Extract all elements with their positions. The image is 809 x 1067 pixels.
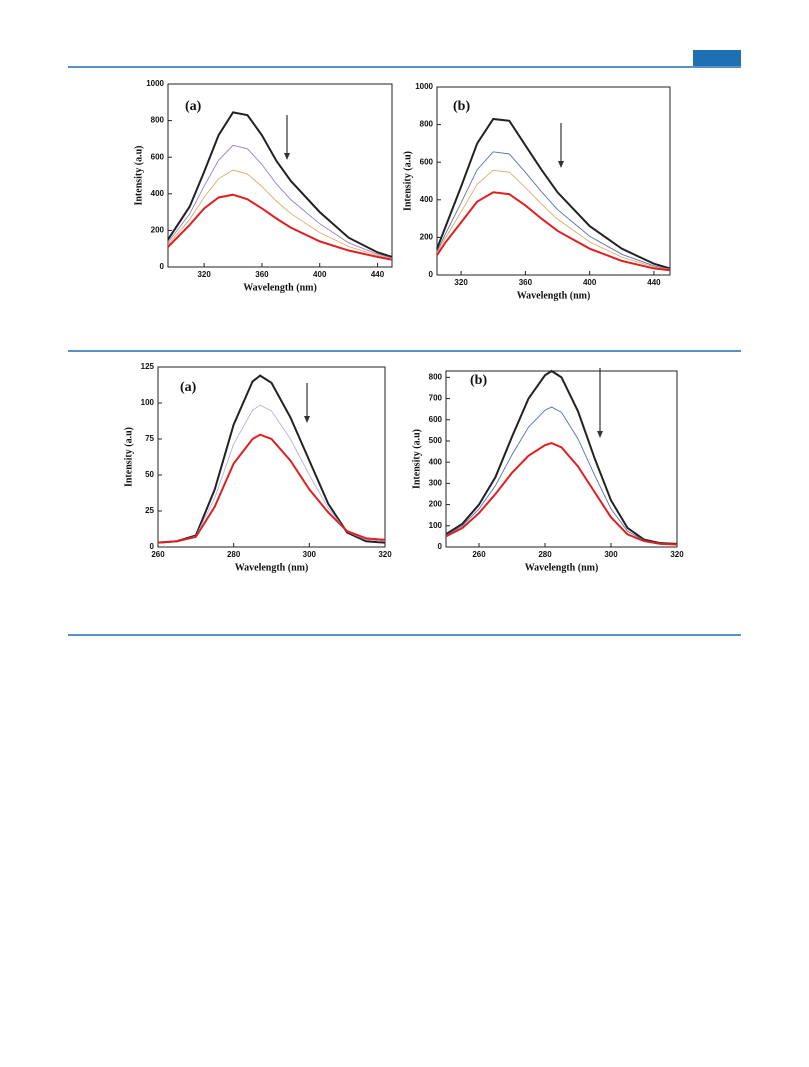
y-tick-label: 600 [429, 415, 443, 424]
panel-label: (b) [470, 373, 487, 388]
x-axis-title: Wavelength (nm) [525, 562, 599, 573]
y-tick-label: 100 [429, 521, 443, 530]
spectrum-line [167, 193, 393, 261]
y-tick-label: 800 [420, 120, 434, 129]
y-axis-title: Intensity (a.u) [123, 427, 134, 487]
y-tick-label: 400 [420, 195, 434, 204]
spectrum-line [167, 111, 393, 258]
y-tick-label: 125 [141, 362, 155, 371]
x-tick-label: 260 [151, 550, 165, 559]
x-tick-label: 360 [255, 270, 269, 279]
x-tick-label: 320 [378, 550, 392, 559]
arrow-head [558, 161, 564, 168]
plot-frame [157, 366, 386, 548]
y-tick-label: 800 [429, 372, 443, 381]
x-tick-label: 320 [670, 550, 684, 559]
x-axis-title: Wavelength (nm) [243, 282, 317, 293]
spectrum-line [157, 433, 386, 544]
y-tick-label: 800 [151, 116, 165, 125]
y-tick-label: 600 [151, 152, 165, 161]
panel-label: (a) [180, 380, 197, 395]
y-axis-title: Intensity (a.u) [133, 145, 144, 205]
y-tick-label: 400 [429, 457, 443, 466]
y-tick-label: 200 [420, 233, 434, 242]
spectrum-line [157, 404, 386, 544]
x-tick-label: 320 [454, 278, 468, 287]
spectrum-line [445, 369, 678, 545]
y-axis-title: Intensity (a.u) [402, 151, 413, 211]
arrow-head [597, 431, 603, 438]
x-axis-title: Wavelength (nm) [235, 562, 309, 573]
header-badge [693, 50, 741, 66]
y-tick-label: 0 [160, 262, 165, 271]
spectrum-line [167, 169, 393, 260]
y-tick-label: 0 [438, 542, 443, 551]
y-tick-label: 200 [151, 226, 165, 235]
plot-frame [436, 86, 671, 276]
plot-frame [167, 83, 393, 268]
x-tick-label: 440 [647, 278, 661, 287]
y-tick-label: 200 [429, 500, 443, 509]
spectrum-line [167, 144, 393, 259]
y-tick-label: 700 [429, 394, 443, 403]
y-tick-label: 1000 [415, 82, 433, 91]
y-axis-title: Intensity (a.u) [411, 429, 422, 489]
x-tick-label: 400 [313, 270, 327, 279]
x-tick-label: 260 [472, 550, 486, 559]
y-tick-label: 50 [145, 470, 154, 479]
x-tick-label: 300 [604, 550, 618, 559]
y-tick-label: 500 [429, 436, 443, 445]
plot-frame [445, 370, 678, 548]
y-tick-label: 600 [420, 157, 434, 166]
y-tick-label: 75 [145, 434, 154, 443]
x-tick-label: 320 [197, 270, 211, 279]
x-tick-label: 400 [583, 278, 597, 287]
spectrum-line [436, 151, 671, 270]
spectrum-line [436, 117, 671, 270]
x-axis-title: Wavelength (nm) [517, 290, 591, 301]
panel-label: (b) [453, 99, 470, 114]
x-tick-label: 280 [227, 550, 241, 559]
spectrum-line [436, 191, 671, 272]
panel-label: (a) [185, 99, 202, 114]
y-tick-label: 300 [429, 478, 443, 487]
y-tick-label: 100 [141, 398, 155, 407]
spectrum-line [445, 406, 678, 545]
arrow-head [304, 416, 310, 423]
y-tick-label: 400 [151, 189, 165, 198]
spectrum-line [436, 169, 671, 270]
y-tick-label: 25 [145, 506, 154, 515]
x-tick-label: 360 [519, 278, 533, 287]
arrow-head [284, 153, 290, 160]
y-tick-label: 0 [429, 270, 434, 279]
spectrum-line [445, 442, 678, 546]
x-tick-label: 280 [538, 550, 552, 559]
x-tick-label: 440 [371, 270, 385, 279]
spectrum-line [157, 374, 386, 544]
y-tick-label: 1000 [146, 79, 164, 88]
x-tick-label: 300 [303, 550, 317, 559]
y-tick-label: 0 [150, 542, 155, 551]
